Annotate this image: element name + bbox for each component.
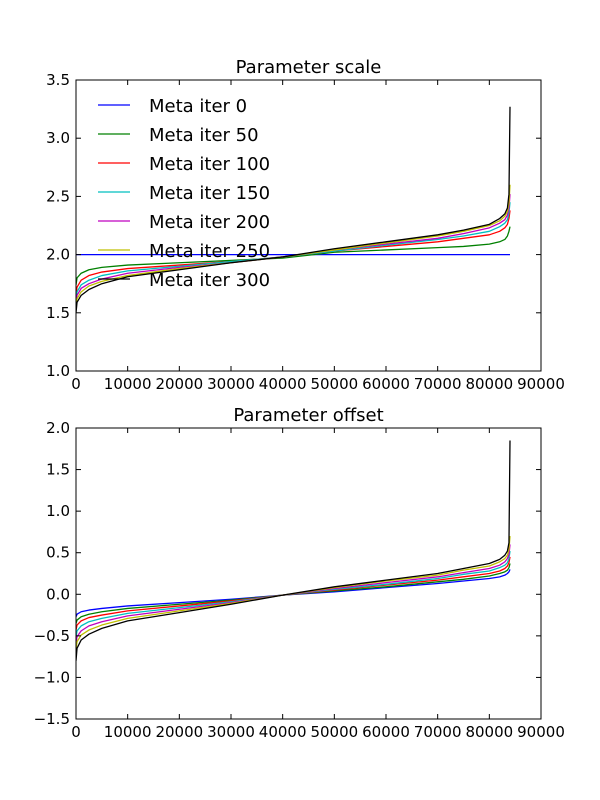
- series-line-meta-iter-250: [76, 184, 511, 308]
- series-line-meta-iter-0: [76, 569, 511, 617]
- legend-label: Meta iter 200: [149, 212, 270, 233]
- x-tick-label: 20000: [155, 375, 203, 393]
- y-tick-label: 3.0: [46, 129, 70, 147]
- x-tick-label: 60000: [362, 375, 410, 393]
- legend-label: Meta iter 300: [149, 270, 270, 291]
- x-tick-label: 70000: [414, 723, 462, 741]
- series-line-meta-iter-100: [76, 556, 511, 631]
- x-tick-label: 90000: [517, 723, 565, 741]
- x-tick-label: 0: [71, 375, 81, 393]
- chart-panel-1: Parameter scale 0 10000 20000 30000 40000 5000…: [46, 57, 565, 393]
- chart-panel-2: Parameter offset 0 10000 20000 30000 40000 500…: [34, 405, 565, 741]
- y-tick-label: 1.0: [46, 502, 70, 520]
- x-tick-label: 70000: [414, 375, 462, 393]
- y-tick-label: −0.5: [34, 627, 70, 645]
- y-tick-label: −1.5: [34, 710, 70, 728]
- x-tick-label: 80000: [465, 375, 513, 393]
- x-tick-label: 50000: [310, 375, 358, 393]
- x-tick-label: 40000: [259, 723, 307, 741]
- x-tick-label: 30000: [207, 375, 255, 393]
- legend: Meta iter 0 Meta iter 50 Meta iter 100 Meta…: [98, 96, 270, 291]
- x-tick-label: 10000: [104, 375, 152, 393]
- y-tick-label: 1.0: [46, 362, 70, 380]
- series-lines: [76, 440, 511, 661]
- series-line-meta-iter-50: [76, 226, 511, 285]
- y-tick-label: 2.0: [46, 419, 70, 437]
- series-line-meta-iter-300: [76, 106, 511, 313]
- y-tick-label: 3.5: [46, 71, 70, 89]
- series-line-meta-iter-200: [76, 544, 511, 644]
- x-tick-label: 60000: [362, 723, 410, 741]
- chart-title: Parameter offset: [233, 405, 383, 426]
- x-tick-label: 90000: [517, 375, 565, 393]
- legend-label: Meta iter 150: [149, 183, 270, 204]
- legend-label: Meta iter 100: [149, 154, 270, 175]
- series-line-meta-iter-250: [76, 536, 511, 651]
- y-tick-label: 0.5: [46, 544, 70, 562]
- x-tick-label: 40000: [259, 375, 307, 393]
- series-lines: [76, 106, 511, 313]
- series-line-meta-iter-150: [76, 550, 511, 637]
- x-tick-label: 0: [71, 723, 81, 741]
- x-tick-label: 20000: [155, 723, 203, 741]
- series-line-meta-iter-300: [76, 440, 511, 661]
- axes-frame: [75, 427, 542, 720]
- y-tick-label: 2.5: [46, 187, 70, 205]
- x-tick-label: 10000: [104, 723, 152, 741]
- legend-label: Meta iter 50: [149, 125, 259, 146]
- y-tick-label: 0.0: [46, 585, 70, 603]
- chart-title: Parameter scale: [236, 57, 382, 78]
- x-tick-label: 80000: [465, 723, 513, 741]
- y-tick-label: 1.5: [46, 304, 70, 322]
- series-line-meta-iter-50: [76, 563, 511, 624]
- x-tick-label: 50000: [310, 723, 358, 741]
- x-tick-label: 30000: [207, 723, 255, 741]
- y-tick-label: 1.5: [46, 461, 70, 479]
- axes-frame: [75, 79, 542, 372]
- series-line-meta-iter-150: [76, 202, 511, 299]
- y-tick-label: −1.0: [34, 668, 70, 686]
- legend-label: Meta iter 0: [149, 96, 247, 117]
- legend-label: Meta iter 250: [149, 241, 270, 262]
- y-tick-label: 2.0: [46, 246, 70, 264]
